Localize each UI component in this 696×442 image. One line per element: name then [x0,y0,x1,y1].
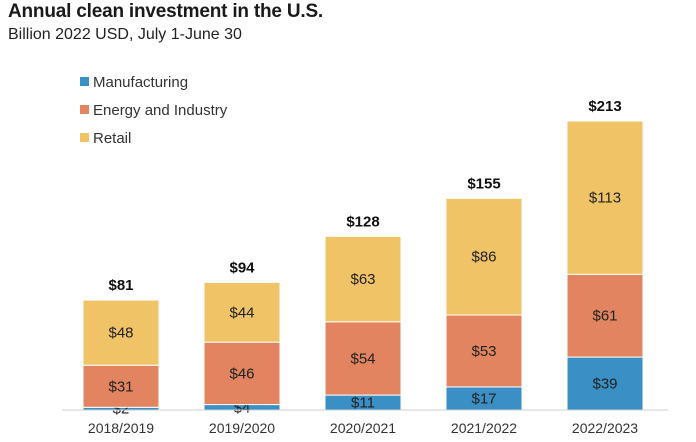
total-label: $155 [467,175,500,192]
bar-segment [566,120,644,275]
chart-subtitle: Billion 2022 USD, July 1-June 30 [8,26,242,43]
data-label: $53 [471,343,496,360]
legend-swatch [80,133,89,142]
data-label: $11 [351,395,375,412]
x-tick-label: 2022/2023 [572,420,638,436]
bars: $2$31$48$4$46$44$11$54$63$17$53$86$39$61… [82,120,644,418]
total-labels: $81 $94 $128 $155 $213 [108,98,621,294]
bar-segment [82,364,160,408]
bar-segment [203,281,281,343]
data-label: $113 [589,190,621,207]
bar-segment [82,299,160,366]
data-label: $31 [108,378,133,395]
total-label: $128 [346,213,379,230]
x-tick-label: 2020/2021 [330,420,396,436]
bar-segment [566,273,644,358]
data-label: $39 [592,376,617,393]
legend-label: Retail [93,130,131,147]
data-label: $17 [471,390,496,407]
bar-segment [445,197,523,316]
legend-label: Energy and Industry [93,102,228,119]
data-label: $46 [229,365,254,382]
legend-label: Manufacturing [93,74,188,91]
bar-segment [324,235,402,323]
x-axis-ticks: 2018/2019 2019/2020 2020/2021 2021/2022 2022… [88,420,638,436]
data-label: $54 [350,350,375,367]
data-label: $86 [471,249,496,266]
total-label: $94 [229,259,255,276]
bar-segment [203,341,281,406]
data-label: $44 [229,304,254,321]
chart-title: Annual clean investment in the U.S. [8,1,324,22]
total-label: $81 [108,277,133,294]
data-label: $48 [108,325,133,342]
legend-swatch [80,105,89,114]
legend-swatch [80,77,89,86]
data-label: $61 [592,308,617,325]
x-tick-label: 2018/2019 [88,420,154,436]
legend: Manufacturing Energy and Industry Retail [80,74,228,147]
bar-segment [324,321,402,396]
bar-segment [566,356,644,411]
total-label: $213 [588,98,621,115]
x-tick-label: 2021/2022 [451,420,517,436]
data-label: $63 [350,271,375,288]
x-tick-label: 2019/2020 [209,420,275,436]
